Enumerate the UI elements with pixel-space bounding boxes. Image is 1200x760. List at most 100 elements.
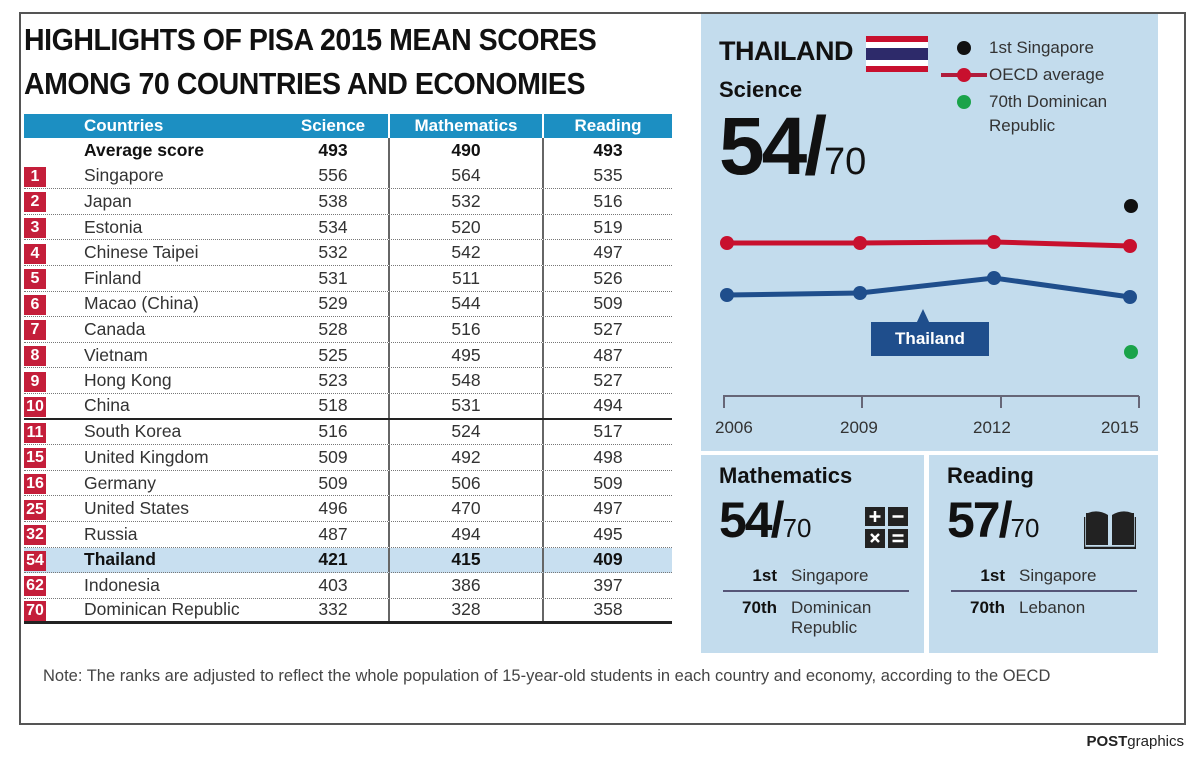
rank-badge: 9 (24, 371, 46, 392)
black-dot-icon (957, 41, 971, 55)
mathematics-score: 470 (388, 496, 542, 521)
table-body: 1 Singapore 556 564 535 2 Japan 538 532 … (24, 163, 672, 625)
x-tick-2012: 2012 (973, 418, 1011, 437)
reading-score: 409 (542, 547, 672, 573)
reading-score: 494 (542, 393, 672, 418)
mathematics-score: 415 (388, 547, 542, 573)
rank-badge: 2 (24, 192, 46, 213)
rank-badge: 62 (24, 576, 46, 597)
reading-score: 358 (542, 598, 672, 622)
country-name: Indonesia (84, 574, 160, 595)
reading-last: 70th Lebanon (970, 598, 1086, 617)
mathematics-panel: Mathematics 54/70 1st Singapore 70th Domin… (701, 455, 924, 653)
table-row: 70 Dominican Republic 332 328 358 (24, 598, 672, 625)
country-name: Chinese Taipei (84, 242, 199, 263)
x-tick-2009: 2009 (840, 418, 878, 437)
subject-label: Science (719, 77, 803, 102)
science-score: 534 (318, 216, 348, 237)
reading-score: 498 (542, 445, 672, 470)
rank-badge: 54 (24, 550, 46, 571)
country-name: Japan (84, 190, 132, 211)
table-row: 7 Canada 528 516 527 (24, 317, 672, 343)
mathematics-score: 494 (388, 521, 542, 547)
country-name: Estonia (84, 216, 143, 237)
mathematics-title: Mathematics (719, 463, 853, 488)
red-dot-icon (957, 68, 971, 82)
science-score: 538 (318, 190, 348, 211)
science-score: 496 (318, 498, 348, 519)
mathematics-score: 516 (388, 317, 542, 342)
table-row: 15 United Kingdom 509 492 498 (24, 445, 672, 471)
rank-badge: 5 (24, 269, 46, 290)
table-row: 9 Hong Kong 523 548 527 (24, 368, 672, 394)
rank-badge: 70 (24, 600, 46, 621)
thailand-line (726, 275, 1131, 300)
reading-score: 535 (542, 163, 672, 189)
credit: POSTgraphics (1086, 733, 1184, 750)
table-row: 11 South Korea 516 524 517 (24, 419, 672, 446)
country-name: Canada (84, 318, 146, 339)
x-tick-2006: 2006 (715, 418, 753, 437)
country-name: Russia (84, 523, 138, 544)
header-reading: Reading (542, 114, 672, 138)
thailand-flag-icon (866, 36, 928, 72)
country-title: THAILAND (719, 36, 853, 66)
reading-score: 509 (542, 470, 672, 496)
mathematics-score: 492 (388, 445, 542, 470)
average-reading: 493 (542, 138, 672, 164)
table-row: 10 China 518 531 494 (24, 393, 672, 420)
country-name: Germany (84, 472, 156, 493)
science-score: 525 (318, 344, 348, 365)
reading-score: 397 (542, 573, 672, 598)
title-line-2: AMONG 70 COUNTRIES AND ECONOMIES (24, 66, 586, 101)
mathematics-score: 524 (388, 419, 542, 445)
rank-badge: 3 (24, 218, 46, 239)
mathematics-score: 495 (388, 342, 542, 368)
mathematics-score: 532 (388, 189, 542, 214)
average-science: 493 (318, 140, 348, 161)
footnote: Note: The ranks are adjusted to reflect … (43, 667, 1051, 685)
science-score: 518 (318, 395, 348, 416)
mathematics-score: 531 (388, 393, 542, 418)
country-name: Thailand (84, 549, 156, 570)
calculator-icon (865, 507, 908, 548)
table-row: 32 Russia 487 494 495 (24, 521, 672, 548)
rank-badge: 16 (24, 474, 46, 495)
table-header: Countries Science Mathematics Reading (24, 114, 672, 138)
thailand-label-box (871, 322, 989, 356)
mathematics-score: 542 (388, 240, 542, 265)
table-row: 6 Macao (China) 529 544 509 (24, 291, 672, 318)
reading-score: 495 (542, 521, 672, 547)
country-name: United Kingdom (84, 446, 209, 467)
table-row: 5 Finland 531 511 526 (24, 265, 672, 292)
science-score: 528 (318, 318, 348, 339)
average-row: Average score 493 490 493 (24, 138, 672, 164)
table-row: 4 Chinese Taipei 532 542 497 (24, 240, 672, 266)
mathematics-score: 544 (388, 291, 542, 317)
country-name: Singapore (84, 165, 164, 186)
reading-score: 497 (542, 496, 672, 521)
country-name: China (84, 395, 130, 416)
reading-score: 516 (542, 189, 672, 214)
reading-title: Reading (947, 463, 1034, 488)
science-score: 532 (318, 242, 348, 263)
table-row: 25 United States 496 470 497 (24, 496, 672, 522)
mathematics-score: 564 (388, 163, 542, 189)
rank-badge: 1 (24, 166, 46, 187)
rank-badge: 4 (24, 243, 46, 264)
science-score: 529 (318, 293, 348, 314)
page-title: HIGHLIGHTS OF PISA 2015 MEAN SCORES AMON… (24, 18, 631, 106)
table-row: 2 Japan 538 532 516 (24, 189, 672, 215)
rank-badge: 8 (24, 346, 46, 367)
rank-badge: 32 (24, 525, 46, 546)
reading-score: 509 (542, 291, 672, 317)
science-score: 421 (318, 549, 348, 570)
mathematics-first: 1st Singapore (752, 566, 869, 585)
table-row: 8 Vietnam 525 495 487 (24, 342, 672, 369)
reading-score: 497 (542, 240, 672, 265)
dominican-point (1124, 345, 1138, 359)
reading-panel: Reading 57/70 1st Singapore 70th Lebanon (929, 455, 1158, 653)
rank-badge: 11 (24, 422, 46, 443)
science-rank: 54/70 (719, 101, 867, 192)
book-icon (1084, 511, 1136, 549)
